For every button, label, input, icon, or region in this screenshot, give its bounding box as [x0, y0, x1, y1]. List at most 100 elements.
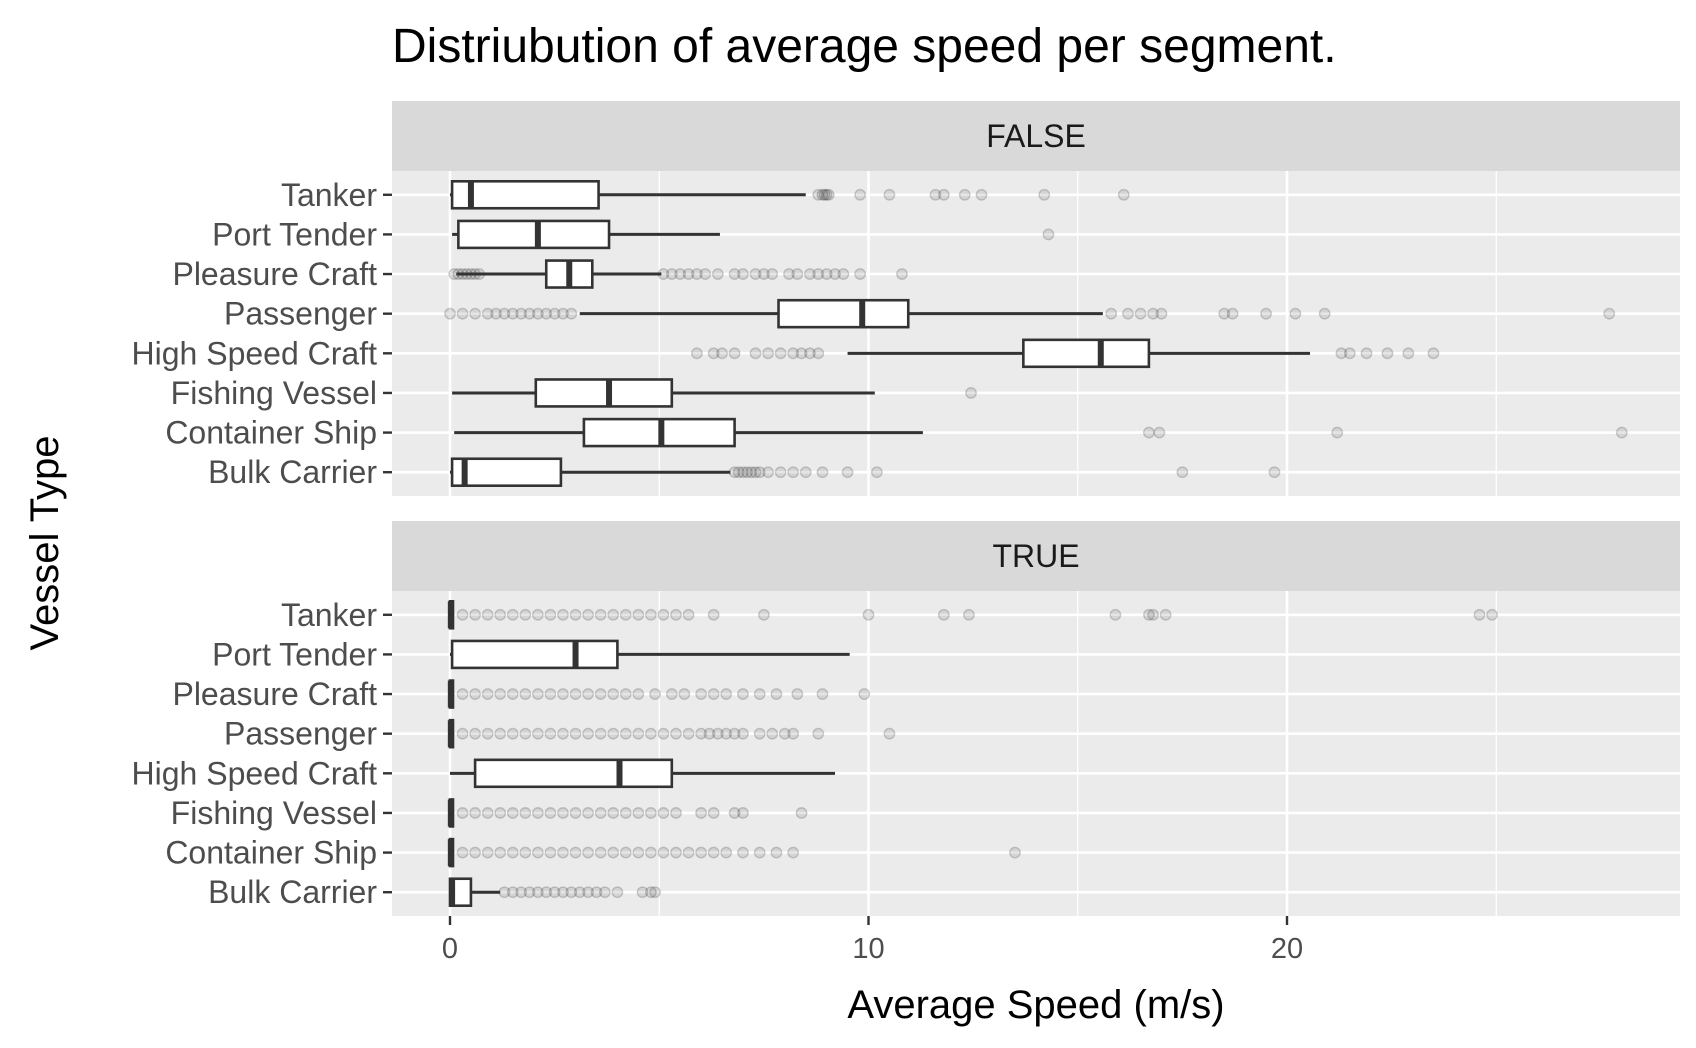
outlier-point — [858, 688, 871, 700]
facet-strip — [392, 101, 1680, 171]
y-tick-label: Tanker — [281, 177, 377, 213]
box-iqr — [457, 219, 611, 250]
outlier-point — [519, 807, 532, 819]
outlier-point — [456, 846, 469, 859]
outlier-point — [598, 886, 611, 899]
outlier-point — [611, 886, 624, 899]
outlier-point — [569, 727, 582, 740]
outlier-point — [548, 307, 561, 320]
outlier-point — [644, 807, 657, 819]
outlier-point — [506, 807, 519, 819]
outlier-point — [720, 846, 733, 859]
outlier-point — [469, 688, 482, 700]
outlier-point — [523, 886, 536, 899]
outlier-point — [1343, 347, 1356, 360]
outlier-point — [456, 608, 469, 621]
outlier-point — [975, 188, 988, 201]
outlier-point — [557, 886, 569, 899]
outlier-point — [1331, 426, 1344, 439]
outlier-point — [494, 727, 507, 740]
outlier-point — [644, 727, 657, 740]
outlier-point — [737, 688, 749, 700]
outlier-point — [707, 807, 720, 819]
outlier-point — [607, 846, 620, 859]
y-tick-label: Fishing Vessel — [171, 375, 377, 411]
outlier-point — [456, 307, 469, 320]
outlier-point — [703, 727, 716, 740]
outlier-point — [582, 688, 595, 700]
box-bulk-carrier — [450, 457, 1281, 487]
x-tick-label: 20 — [1271, 933, 1303, 965]
outlier-point — [883, 188, 896, 201]
box-port-tender — [452, 219, 1055, 250]
outlier-point — [481, 307, 494, 320]
y-tick-label: Pleasure Craft — [172, 676, 377, 712]
outlier-point — [665, 688, 678, 700]
outlier-point — [870, 466, 883, 479]
outlier-point — [670, 727, 682, 740]
outlier-point — [711, 727, 724, 740]
outlier-point — [657, 608, 670, 621]
outlier-point — [1218, 307, 1231, 320]
outlier-point — [1603, 307, 1616, 320]
outlier-point — [854, 188, 867, 201]
outlier-point — [749, 466, 762, 479]
outlier-point — [787, 347, 800, 360]
outlier-point — [1226, 307, 1239, 320]
outlier-point — [494, 688, 507, 700]
outlier-point — [695, 846, 707, 859]
outlier-point — [582, 727, 595, 740]
outlier-point — [837, 268, 850, 280]
outlier-point — [444, 307, 456, 320]
outlier-point — [523, 307, 536, 320]
box-tanker — [447, 600, 1498, 630]
outlier-point — [531, 608, 544, 621]
box-container-ship — [454, 417, 1628, 448]
y-tick-label: Passenger — [224, 716, 377, 752]
outlier-point — [506, 886, 519, 899]
outlier-point — [607, 608, 620, 621]
outlier-point — [958, 188, 971, 201]
box-bulk-carrier — [448, 877, 661, 907]
outlier-point — [757, 268, 770, 280]
outlier-point — [818, 188, 831, 201]
outlier-point — [657, 807, 670, 819]
outlier-point — [519, 727, 532, 740]
outlier-point — [569, 608, 582, 621]
outlier-point — [544, 608, 557, 621]
y-axis-title: Vessel Type — [23, 436, 67, 651]
y-tick-label: Tanker — [281, 597, 377, 633]
outlier-point — [787, 466, 800, 479]
outlier-point — [1109, 608, 1122, 621]
outlier-point — [1318, 307, 1331, 320]
box-fishing-vessel — [447, 798, 808, 828]
outlier-point — [820, 188, 833, 201]
outlier-point — [469, 846, 482, 859]
outlier-point — [531, 688, 544, 700]
outlier-point — [557, 608, 569, 621]
y-tick-label: High Speed Craft — [132, 755, 378, 791]
outlier-point — [787, 727, 800, 740]
outlier-point — [766, 268, 779, 280]
outlier-point — [937, 608, 950, 621]
outlier-point — [544, 727, 557, 740]
outlier-point — [682, 608, 695, 621]
outlier-point — [1402, 347, 1415, 360]
outlier-point — [481, 846, 494, 859]
outlier-point — [506, 846, 519, 859]
outlier-point — [1615, 426, 1628, 439]
outlier-point — [757, 608, 770, 621]
outlier-point — [812, 268, 825, 280]
outlier-point — [607, 727, 620, 740]
outlier-point — [548, 886, 561, 899]
outlier-point — [506, 307, 519, 320]
outlier-point — [582, 846, 595, 859]
outlier-point — [531, 807, 544, 819]
outlier-point — [770, 846, 783, 859]
outlier-point — [699, 268, 712, 280]
outlier-point — [1381, 347, 1394, 360]
outlier-point — [783, 268, 795, 280]
